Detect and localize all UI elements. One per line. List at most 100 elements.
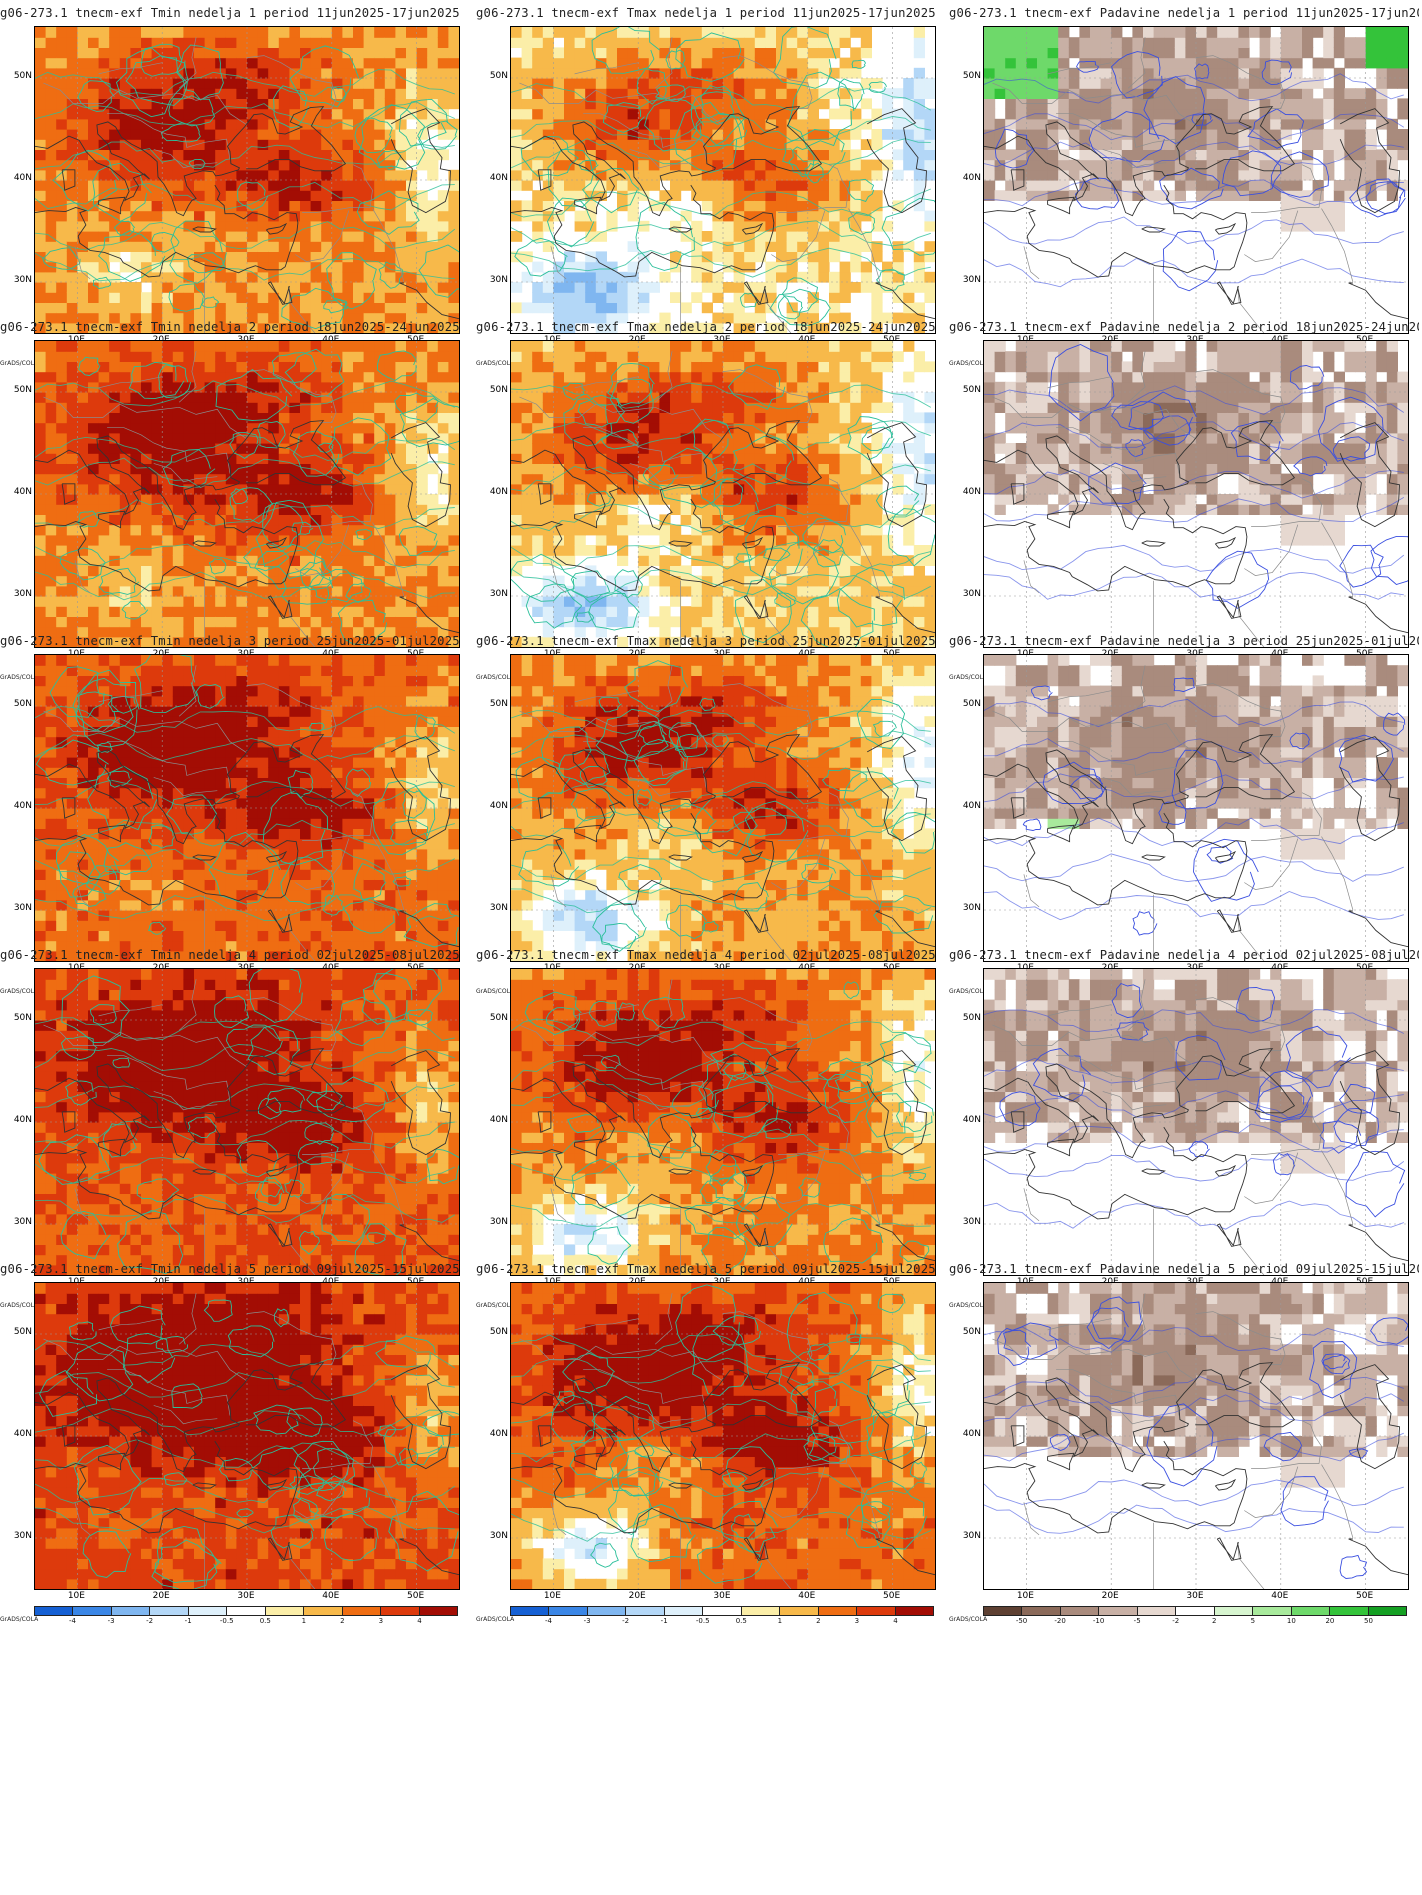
lat-label: 50N [13,385,32,395]
lat-label: 50N [489,385,508,395]
colorbar-tick-label: -5 [1133,1617,1141,1625]
grads-credit: GrADS/COLA [476,988,515,995]
grads-credit: GrADS/COLA [0,674,39,681]
contour-lines [35,655,459,948]
lat-label: 40N [489,487,508,497]
colorbar-tick-label: -3 [583,1617,591,1625]
colorbar-tick-label: 0.5 [259,1617,271,1625]
colorbar-segment [1176,1607,1215,1615]
map-plot-area [510,26,936,334]
grid-lines [511,341,935,647]
lat-label: 30N [13,589,32,599]
contour-lines [511,362,935,647]
map-canvas [984,655,1408,961]
lat-label: 40N [13,173,32,183]
colorbar-segment [664,1607,704,1615]
panel-title: g06-273.1 tnecm-exf Tmin nedelja 3 perio… [0,634,460,648]
map-plot-area [510,340,936,648]
map-canvas [984,969,1408,1275]
lat-label: 30N [489,903,508,913]
panel-title: g06-273.1 tnecm-exf Padavine nedelja 3 p… [949,634,1419,648]
coastlines [984,420,1408,634]
colorbar-tick-label: -1 [660,1617,668,1625]
colorbar-tick-label: 50 [1363,1617,1373,1625]
lon-label: 30E [237,1591,255,1601]
lat-label: 50N [489,1327,508,1337]
colorbar-segment [381,1607,420,1615]
map-canvas [511,655,935,961]
colorbar-tick-label: -50 [1015,1617,1028,1625]
country-borders [43,37,405,333]
colorbar-tick-label: -10 [1092,1617,1105,1625]
colorbar-segment [626,1607,665,1615]
country-borders [519,37,881,333]
map-plot-area [34,654,460,962]
lon-label: 20E [628,1591,646,1601]
map-canvas [984,341,1408,647]
country-borders [992,979,1354,1275]
lat-label: 50N [962,71,981,81]
lat-label: 50N [962,699,981,709]
lat-label: 40N [489,1115,508,1125]
map-panel-tmax-week-3: g06-273.1 tnecm-exf Tmax nedelja 3 perio… [476,628,946,1003]
grid-lines [984,27,1408,333]
map-panel-tmin-week-2: g06-273.1 tnecm-exf Tmin nedelja 2 perio… [0,314,470,689]
colorbar-segment [227,1607,266,1615]
colorbar-tick-label: 5 [1250,1617,1256,1625]
lon-label: 10E [1016,1591,1034,1601]
lon-label: 50E [1356,1591,1374,1601]
map-plot-area [34,968,460,1276]
grads-credit: GrADS/COLA [0,360,39,367]
colorbar-tick-label: -2 [622,1617,630,1625]
map-plot-area [983,340,1409,648]
colorbar-segment [150,1607,189,1615]
grid-lines [984,341,1408,647]
colorbar-segment [1060,1607,1100,1615]
grads-credit: GrADS/COLA [476,1302,515,1309]
country-borders [43,979,405,1275]
grads-credit: GrADS/COLA [949,1302,988,1309]
lon-label: 50E [883,1591,901,1601]
map-canvas [35,341,459,647]
lat-label: 50N [962,385,981,395]
shaded-anomaly-field [984,655,1408,860]
grads-credit: GrADS/COLA [949,360,988,367]
grads-credit: GrADS/COLA [0,988,39,995]
colorbar-segment [1330,1607,1369,1615]
lat-label: 40N [962,173,981,183]
lat-label: 50N [489,699,508,709]
map-plot-area [983,1282,1409,1590]
lat-label: 30N [489,1217,508,1227]
map-plot-area [34,26,460,334]
colorbar-tick-label: 4 [893,1617,898,1625]
panel-title: g06-273.1 tnecm-exf Tmax nedelja 5 perio… [476,1262,936,1276]
grid-lines [511,969,935,1275]
lat-label: 50N [962,1327,981,1337]
colorbar-tick-label: 10 [1286,1617,1296,1625]
lon-label: 40E [322,1591,340,1601]
country-borders [992,665,1354,961]
lat-label: 30N [13,275,32,285]
panel-title: g06-273.1 tnecm-exf Tmin nedelja 5 perio… [0,1262,460,1276]
colorbar-tick-label: -1 [184,1617,192,1625]
panel-title: g06-273.1 tnecm-exf Tmin nedelja 2 perio… [0,320,460,334]
shaded-anomaly-field [984,341,1408,546]
contour-lines [984,982,1406,1230]
colorbar-segment [511,1607,550,1615]
colorbar-tick-label: -20 [1054,1617,1066,1625]
lat-label: 30N [13,1531,32,1541]
map-canvas [35,27,459,333]
map-panel-prec-week-3: g06-273.1 tnecm-exf Padavine nedelja 3 p… [949,628,1419,1003]
colorbar-tick-label: 2 [1212,1617,1217,1625]
grid-lines [984,969,1408,1275]
lon-label: 30E [1186,1591,1204,1601]
lat-label: 40N [13,801,32,811]
grads-credit: GrADS/COLA [476,360,515,367]
map-plot-area [983,654,1409,962]
grid-lines [35,341,459,647]
lat-label: 30N [962,275,981,285]
colorbar-segment [188,1607,228,1615]
lon-label: 20E [1101,1591,1119,1601]
panel-title: g06-273.1 tnecm-exf Tmax nedelja 4 perio… [476,948,936,962]
lat-label: 30N [489,589,508,599]
